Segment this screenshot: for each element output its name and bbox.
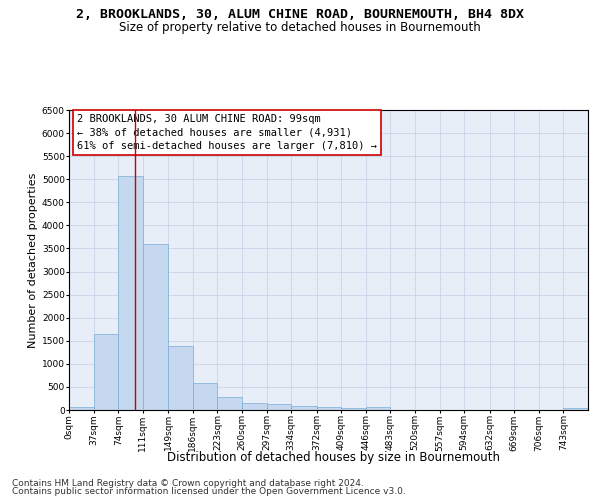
Text: 2 BROOKLANDS, 30 ALUM CHINE ROAD: 99sqm
← 38% of detached houses are smaller (4,: 2 BROOKLANDS, 30 ALUM CHINE ROAD: 99sqm … — [77, 114, 377, 151]
Bar — [563, 408, 588, 410]
Y-axis label: Number of detached properties: Number of detached properties — [28, 172, 38, 348]
Bar — [94, 334, 118, 410]
Bar — [217, 396, 242, 410]
Text: Size of property relative to detached houses in Bournemouth: Size of property relative to detached ho… — [119, 21, 481, 34]
Text: 2, BROOKLANDS, 30, ALUM CHINE ROAD, BOURNEMOUTH, BH4 8DX: 2, BROOKLANDS, 30, ALUM CHINE ROAD, BOUR… — [76, 8, 524, 20]
Text: Contains public sector information licensed under the Open Government Licence v3: Contains public sector information licen… — [12, 487, 406, 496]
Bar — [242, 403, 266, 410]
Bar — [291, 406, 317, 410]
Bar — [168, 346, 193, 410]
Bar — [317, 408, 341, 410]
Text: Distribution of detached houses by size in Bournemouth: Distribution of detached houses by size … — [167, 451, 500, 464]
Bar — [69, 408, 94, 410]
Bar — [366, 408, 391, 410]
Bar — [118, 176, 143, 410]
Bar — [266, 404, 291, 410]
Bar — [143, 244, 168, 410]
Text: Contains HM Land Registry data © Crown copyright and database right 2024.: Contains HM Land Registry data © Crown c… — [12, 478, 364, 488]
Bar — [193, 383, 217, 410]
Bar — [341, 408, 366, 410]
